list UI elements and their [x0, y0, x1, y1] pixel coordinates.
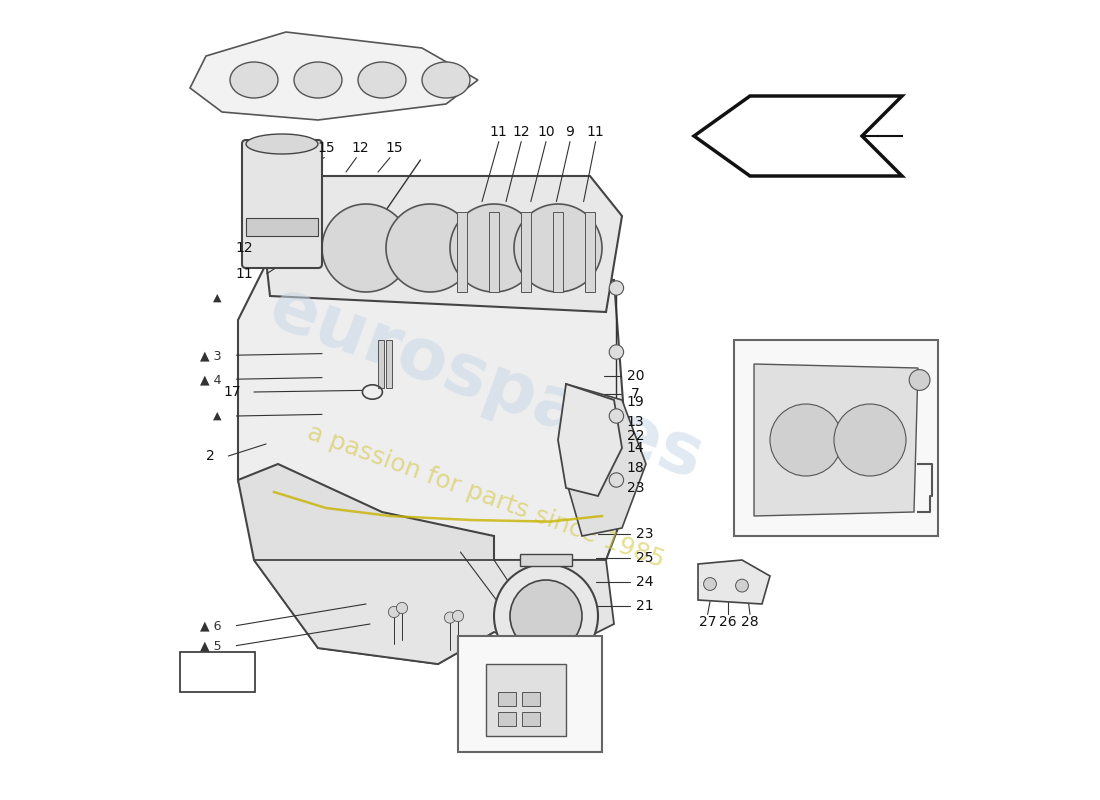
Circle shape [396, 602, 408, 614]
Bar [519, 554, 572, 566]
Bar [521, 212, 531, 292]
Text: 11: 11 [490, 125, 508, 139]
Circle shape [609, 281, 624, 295]
Circle shape [770, 404, 842, 476]
Circle shape [444, 612, 455, 623]
Circle shape [450, 204, 538, 292]
Text: ▲ 3: ▲ 3 [199, 350, 221, 362]
Circle shape [510, 580, 582, 652]
Ellipse shape [422, 62, 470, 98]
Circle shape [388, 606, 399, 618]
Circle shape [452, 610, 463, 622]
FancyBboxPatch shape [242, 140, 322, 268]
Text: ▲ 6: ▲ 6 [199, 619, 221, 632]
Polygon shape [754, 364, 918, 516]
Circle shape [910, 370, 930, 390]
Ellipse shape [358, 62, 406, 98]
Text: 10: 10 [537, 125, 554, 139]
Text: 11: 11 [235, 266, 253, 281]
Bar [490, 212, 498, 292]
Text: 27: 27 [698, 615, 716, 630]
Text: 25: 25 [636, 551, 653, 566]
Bar [486, 664, 566, 736]
Bar [553, 212, 563, 292]
Text: 16: 16 [499, 615, 517, 630]
Circle shape [386, 204, 474, 292]
Text: 26: 26 [718, 615, 736, 630]
Text: ▲ 5: ▲ 5 [199, 639, 221, 652]
Text: ▲: ▲ [213, 411, 222, 421]
Circle shape [609, 345, 624, 359]
Circle shape [494, 564, 598, 668]
Bar [498, 712, 516, 726]
Text: 11: 11 [586, 125, 605, 139]
Text: 15: 15 [385, 141, 403, 155]
Text: 13: 13 [627, 415, 645, 430]
Text: 19: 19 [627, 394, 645, 409]
Bar [498, 692, 516, 706]
Circle shape [514, 204, 602, 292]
Bar [585, 212, 595, 292]
Text: 24: 24 [636, 575, 653, 590]
Circle shape [704, 578, 716, 590]
FancyBboxPatch shape [179, 652, 255, 692]
Text: 29: 29 [478, 711, 496, 726]
Text: 12: 12 [513, 125, 530, 139]
Bar [386, 340, 393, 388]
Bar [458, 212, 466, 292]
Polygon shape [238, 256, 630, 560]
Text: 30: 30 [497, 693, 515, 707]
Text: 23: 23 [636, 527, 653, 542]
Text: 12: 12 [235, 241, 253, 255]
Circle shape [609, 473, 624, 487]
Text: 28: 28 [741, 615, 759, 630]
Text: 18: 18 [627, 461, 645, 475]
Text: 7: 7 [631, 386, 640, 401]
Text: 23: 23 [627, 481, 645, 495]
Ellipse shape [230, 62, 278, 98]
Polygon shape [698, 560, 770, 604]
Polygon shape [558, 384, 622, 496]
FancyBboxPatch shape [458, 636, 602, 752]
Text: 22: 22 [627, 429, 645, 443]
Text: 8: 8 [870, 441, 879, 455]
Polygon shape [190, 32, 478, 120]
Text: 14: 14 [627, 441, 645, 455]
Text: 7: 7 [527, 615, 536, 630]
Circle shape [736, 579, 748, 592]
Bar [378, 340, 384, 388]
Text: 15: 15 [317, 141, 334, 155]
Polygon shape [566, 384, 646, 536]
Text: 9: 9 [565, 125, 574, 139]
Text: a passion for parts since 1985: a passion for parts since 1985 [305, 420, 668, 572]
Polygon shape [238, 464, 494, 664]
Bar [506, 644, 586, 676]
Text: 12: 12 [352, 141, 370, 155]
Text: ▲= 1: ▲= 1 [201, 666, 233, 678]
Text: 21: 21 [636, 599, 653, 614]
Circle shape [322, 204, 410, 292]
Ellipse shape [246, 134, 318, 154]
Polygon shape [254, 560, 614, 664]
Text: eurospares: eurospares [260, 274, 713, 494]
Ellipse shape [294, 62, 342, 98]
Text: 2: 2 [206, 449, 214, 463]
Text: ▲ 4: ▲ 4 [199, 374, 221, 386]
Circle shape [834, 404, 906, 476]
Text: 20: 20 [627, 369, 645, 383]
Bar [246, 218, 318, 236]
Bar [522, 692, 540, 706]
Circle shape [609, 409, 624, 423]
Text: ▲: ▲ [213, 293, 222, 302]
Polygon shape [262, 176, 622, 312]
FancyBboxPatch shape [734, 340, 938, 536]
Text: 17: 17 [223, 385, 241, 399]
Bar [522, 712, 540, 726]
